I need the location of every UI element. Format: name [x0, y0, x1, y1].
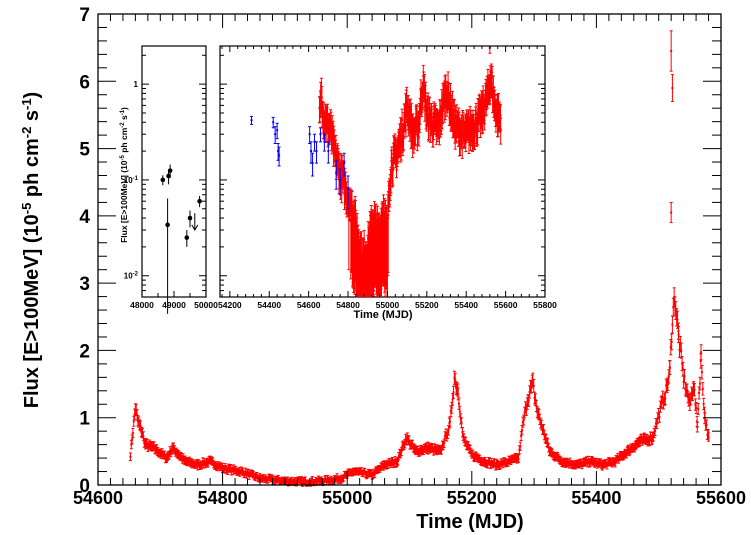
inset-left-plot: 48000 49000 50000 10-2 10-1 1 Flux [E>100MeV] …: [119, 45, 218, 314]
data-point: [160, 175, 166, 186]
data-point: [670, 333, 674, 351]
x-axis-title: Time (MJD): [416, 511, 523, 533]
x-tick-label: 54800: [336, 300, 360, 310]
data-point: [670, 315, 674, 334]
data-point: [668, 360, 672, 376]
y-tick-label: 0: [79, 476, 90, 497]
data-point: [271, 116, 275, 129]
inset-right-data: [250, 46, 503, 297]
y-tick-label: 2: [79, 341, 90, 362]
data-point: [277, 146, 281, 167]
data-point: [698, 376, 702, 391]
y-tick-label: 7: [79, 5, 90, 26]
y-tick-label: 10-1: [124, 176, 139, 185]
x-tick-label: 55200: [415, 300, 439, 310]
data-point: [696, 402, 700, 415]
y-tick-label: 5: [79, 140, 90, 161]
x-tick-label: 54600: [297, 300, 321, 310]
y-tick-label: 1: [134, 80, 139, 89]
x-tick-label: 55400: [571, 488, 621, 508]
data-point: [275, 122, 279, 140]
data-point: [701, 382, 705, 396]
x-tick-label: 55600: [696, 488, 746, 508]
data-point: [334, 159, 338, 190]
data-point: [322, 133, 326, 152]
data-point: [669, 30, 673, 72]
x-tick-label: 49000: [162, 300, 186, 310]
x-tick-label: 55000: [376, 300, 400, 310]
x-tick-label: 55800: [533, 300, 557, 310]
data-point: [450, 401, 454, 414]
data-point: [669, 201, 673, 224]
data-point: [250, 115, 254, 125]
y-tick-label: 10-2: [124, 272, 139, 281]
main-plot: 54600 54800 55000 55200 55400 55600 0 1 2 3 4 5 6 7 Ti…: [19, 5, 747, 533]
data-point: [342, 152, 346, 177]
x-tick-label: 55400: [454, 300, 478, 310]
data-point: [346, 175, 350, 210]
data-point: [673, 296, 677, 316]
data-point: [664, 378, 668, 393]
data-point: [692, 383, 696, 397]
inset-y-axis-title: Flux [E>100MeV] (10-5 ph cm-2 s-1): [119, 107, 129, 243]
upper-limit-arrow: [191, 213, 199, 232]
data-point: [308, 126, 312, 145]
x-tick-label: 55600: [494, 300, 518, 310]
x-tick-label: 54800: [198, 488, 248, 508]
data-point: [165, 198, 170, 314]
data-point: [700, 364, 704, 380]
x-tick-label: 55000: [322, 488, 372, 508]
x-tick-label: 48000: [130, 300, 154, 310]
y-axis-title: Flux [E>100MeV] (10-5 ph cm-2 s-1): [19, 92, 44, 408]
data-point: [318, 127, 322, 143]
data-point: [699, 344, 703, 361]
data-point: [167, 164, 173, 178]
y-tick-label: 1: [79, 409, 90, 430]
inset-right-plot: 54200 54400 54600 54800 55000 55200 55400 55600…: [218, 45, 557, 321]
y-tick-label: 4: [79, 207, 90, 228]
data-point: [451, 385, 455, 399]
x-tick-label: 54400: [257, 300, 281, 310]
data-point: [536, 407, 540, 420]
data-point: [313, 133, 317, 152]
inset-left-frame: [141, 45, 207, 298]
data-point: [517, 454, 521, 464]
x-tick-label: 54200: [218, 300, 242, 310]
data-point: [141, 431, 145, 442]
data-point: [677, 326, 681, 344]
data-point: [707, 431, 711, 442]
data-point: [184, 230, 190, 247]
data-point: [187, 210, 193, 228]
data-point: [326, 141, 330, 164]
data-point: [518, 441, 522, 451]
data-point: [670, 74, 674, 102]
x-tick-label: 54600: [73, 488, 123, 508]
x-tick-label: 55200: [447, 488, 497, 508]
data-point: [519, 430, 523, 441]
data-point: [197, 195, 202, 208]
y-tick-label: 3: [79, 274, 90, 295]
data-point: [315, 141, 319, 164]
data-point: [338, 168, 342, 196]
inset-x-axis-title: Time (MJD): [353, 309, 412, 321]
data-point: [311, 152, 315, 177]
data-point: [128, 452, 132, 462]
data-point: [499, 117, 503, 145]
data-point: [273, 126, 277, 145]
data-point: [695, 421, 699, 433]
data-point: [131, 427, 135, 439]
x-tick-label: 50000: [194, 300, 218, 310]
y-tick-label: 6: [79, 72, 90, 93]
data-point: [694, 401, 698, 415]
data-point: [666, 377, 670, 392]
